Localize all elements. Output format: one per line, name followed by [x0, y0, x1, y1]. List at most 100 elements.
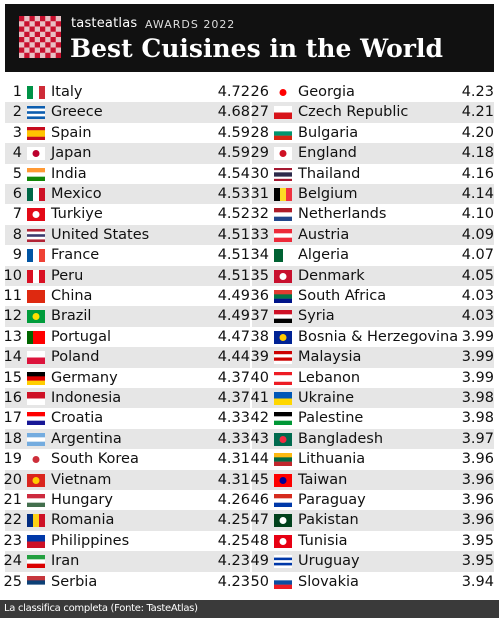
table-row: 10 Peru 4.51	[4, 265, 250, 286]
table-row: 45 Taiwan 3.96	[251, 469, 494, 490]
rank: 22	[3, 512, 22, 529]
country-name: Slovakia	[298, 573, 359, 590]
rank: 4	[12, 145, 22, 162]
table-row: 3 Spain 4.59	[5, 123, 250, 143]
flag	[274, 494, 292, 507]
flag-stripe	[27, 126, 45, 131]
flag	[274, 208, 292, 222]
flag	[27, 412, 45, 426]
flag-stripe	[27, 167, 45, 173]
flag-stripe	[274, 249, 284, 263]
flag-stripe	[27, 421, 45, 426]
brand: tasteatlas	[71, 16, 138, 31]
table-row: 22 Romania 4.25	[3, 510, 250, 531]
rank: 8	[12, 226, 22, 243]
country-name: Pakistan	[298, 512, 359, 529]
flag	[274, 412, 292, 426]
score: 4.52	[217, 206, 250, 223]
table-row: 4 Japan 4.59	[5, 143, 250, 164]
table-row: 24 Iran 4.23	[3, 551, 250, 572]
flag-stripe	[274, 575, 292, 581]
score: 4.47	[217, 328, 250, 345]
flag-stripe	[39, 249, 45, 263]
score: 3.99	[461, 328, 494, 345]
score: 4.09	[461, 226, 494, 243]
score: 4.37	[217, 369, 250, 386]
flag	[27, 249, 45, 263]
flag	[27, 126, 45, 140]
flag-stripe	[27, 171, 45, 177]
flag-stripe	[274, 208, 292, 213]
table-row: 46 Paraguay 3.96	[251, 490, 494, 510]
country-name: Philippines	[51, 532, 130, 549]
country-name: South Africa	[298, 288, 387, 304]
table-row: 8 United States 4.51	[5, 224, 250, 246]
flag-stripe	[27, 108, 45, 112]
table-row: 18 Argentina 4.33	[4, 428, 250, 450]
flag-stripe	[274, 557, 292, 561]
flag	[274, 290, 292, 303]
flag-stripe	[274, 498, 292, 503]
table-row: 1 Italy 4.72	[5, 82, 250, 102]
flag-emblem	[279, 435, 287, 443]
flag	[274, 269, 292, 283]
table-row: 9 France 4.51	[5, 245, 250, 265]
score: 4.33	[217, 430, 250, 447]
score: 4.68	[217, 104, 250, 121]
flag-stripe	[27, 579, 45, 585]
flag-stripe	[274, 126, 292, 132]
flag-stripe	[274, 228, 292, 234]
flag-stripe	[27, 269, 34, 283]
flag	[27, 188, 45, 201]
country-name: Peru	[51, 267, 84, 284]
flag	[274, 534, 292, 548]
country-name: Mexico	[51, 186, 102, 202]
flag-stripe	[280, 188, 287, 201]
flag	[27, 290, 45, 303]
score: 4.37	[217, 390, 250, 406]
rank: 48	[250, 532, 269, 549]
score: 3.97	[461, 430, 494, 447]
table-row: 33 Austria 4.09	[251, 224, 494, 246]
flag-stripe	[27, 502, 45, 507]
flag	[27, 392, 45, 405]
table-row: 28 Bulgaria 4.20	[251, 123, 494, 143]
country-name: Brazil	[51, 308, 92, 325]
country-name: Portugal	[51, 328, 112, 345]
rank: 35	[250, 267, 269, 284]
flag	[274, 106, 292, 120]
country-name: Tunisia	[298, 532, 348, 549]
flag-stripe	[39, 330, 45, 344]
flag	[27, 534, 45, 548]
flag	[27, 514, 45, 528]
score: 4.05	[461, 267, 494, 284]
flag-emblem	[279, 537, 287, 545]
country-name: Denmark	[298, 267, 365, 284]
rank: 24	[3, 553, 22, 570]
country-name: Thailand	[298, 165, 361, 182]
flag	[27, 330, 45, 344]
rank: 25	[3, 573, 22, 590]
flag-stripe	[274, 453, 292, 458]
table-row: 32 Netherlands 4.10	[251, 204, 494, 224]
rank: 16	[3, 390, 22, 406]
flag-stripe	[27, 290, 45, 303]
flag-stripe	[274, 555, 292, 558]
score: 4.49	[217, 288, 250, 304]
flag-stripe	[27, 432, 45, 438]
flag-stripe	[39, 514, 45, 528]
score: 4.03	[461, 308, 494, 325]
score: 4.44	[217, 349, 250, 366]
table-row: 34 Algeria 4.07	[251, 245, 494, 265]
score: 4.21	[461, 104, 494, 121]
table-row: 20 Vietnam 4.31	[4, 469, 250, 490]
flag-stripe	[274, 461, 292, 467]
table-row: 12 Brazil 4.49	[4, 306, 250, 327]
rank: 15	[3, 369, 22, 386]
flag-stripe	[39, 86, 45, 99]
score: 3.96	[461, 512, 494, 529]
flag-stripe	[274, 294, 292, 299]
flag-stripe	[274, 562, 292, 566]
table-row: 39 Malaysia 3.99	[251, 347, 494, 368]
flag-stripe	[27, 249, 34, 263]
